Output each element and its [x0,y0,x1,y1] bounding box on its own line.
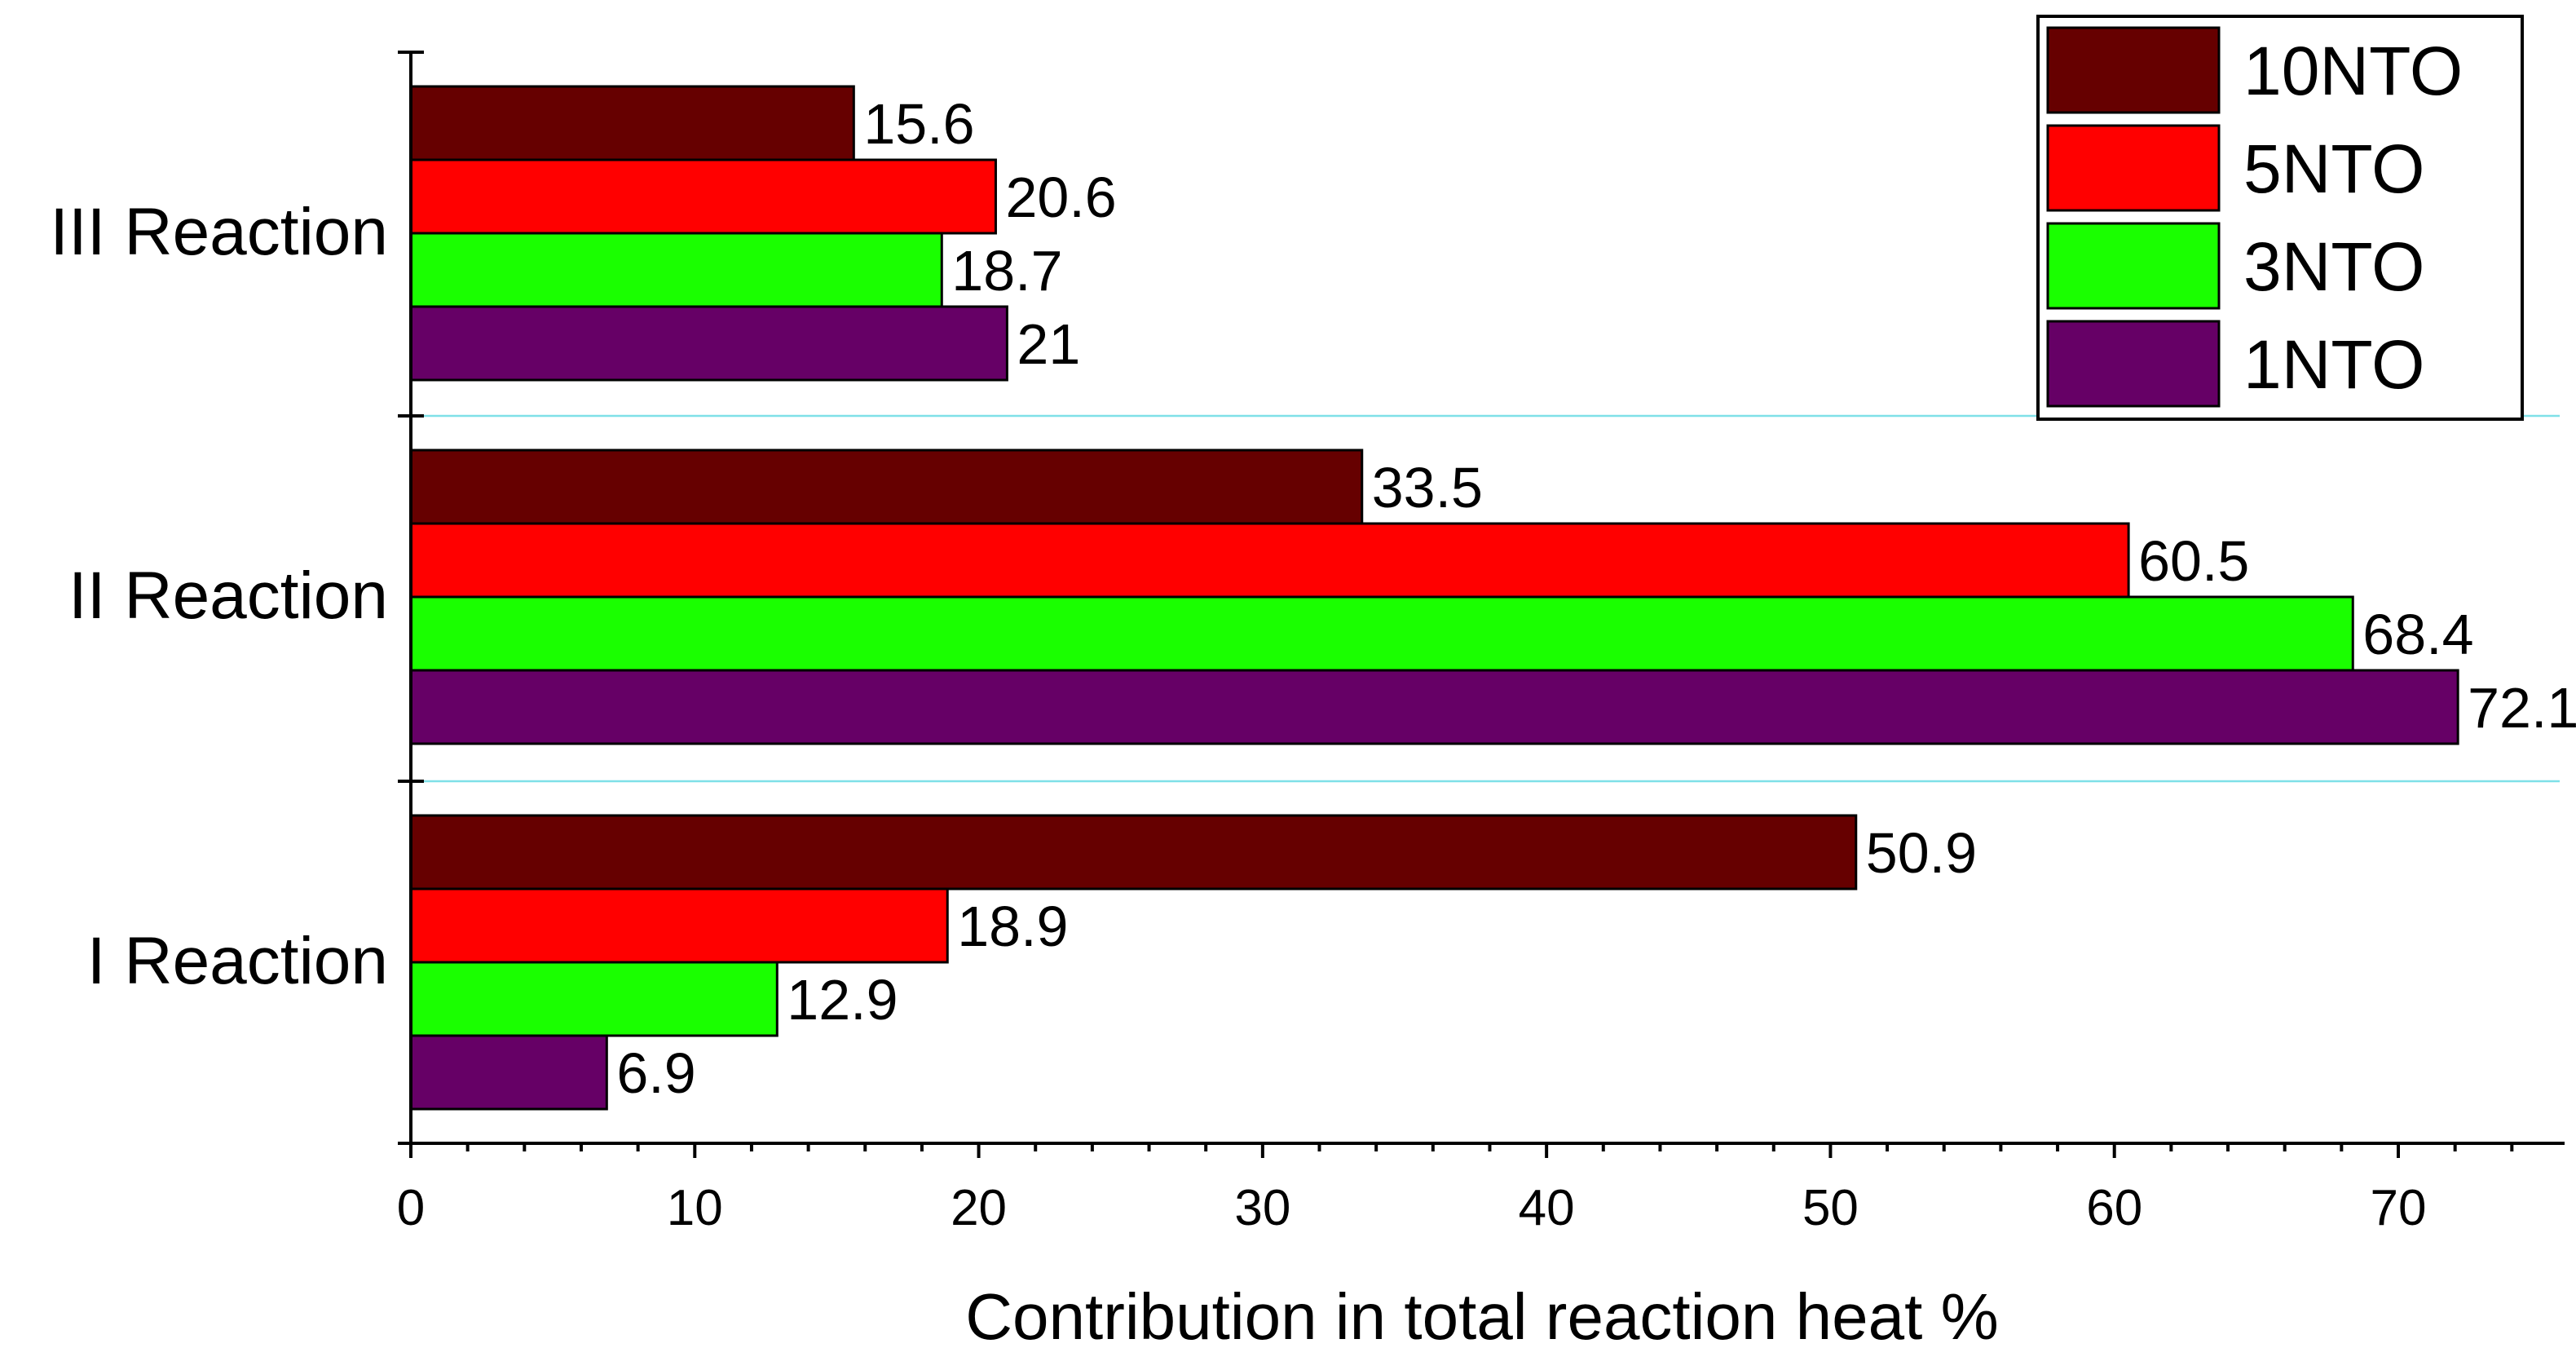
data-label: 72.1 [2468,676,2576,740]
y-ticks-group [398,51,424,1145]
x-axis-title: Contribution in total reaction heat % [965,1280,1998,1353]
bar-3NTO-II-Reaction [409,595,2354,672]
bar-1NTO-III-Reaction [409,305,1008,382]
bar-5NTO-II-Reaction [409,522,2130,599]
legend: 10NTO 5NTO 3NTO 1NTO [2036,15,2524,421]
x-tick-label: 40 [1519,1180,1575,1236]
data-label: 68.4 [2362,603,2473,666]
category-label: II Reaction [68,559,388,633]
legend-label: 1NTO [2243,326,2425,403]
data-label: 6.9 [616,1041,695,1105]
x-tick-label: 20 [951,1180,1007,1236]
bar-1NTO-II-Reaction [409,669,2459,745]
x-tick-label: 10 [667,1180,723,1236]
legend-label: 3NTO [2243,228,2425,305]
data-label: 18.7 [951,239,1062,303]
bars-group [409,85,2459,1111]
data-labels-group: 50.9 18.9 12.9 6.9 33.5 60.5 68.4 72.1 15.6 20.6 1… [616,92,2576,1105]
x-ticks-group: 0 10 20 30 40 50 60 70 [397,1143,2514,1236]
data-label: 50.9 [1866,821,1977,885]
data-label: 18.9 [957,895,1068,958]
legend-swatch-10NTO [2046,26,2221,114]
x-tick-label: 60 [2086,1180,2142,1236]
bar-10NTO-I-Reaction [409,814,1858,890]
axes-group [409,52,2565,1145]
bar-3NTO-I-Reaction [409,961,779,1037]
bar-3NTO-III-Reaction [409,232,943,308]
legend-swatch-1NTO [2046,320,2221,408]
category-labels-group: I Reaction II Reaction III Reaction [50,195,388,998]
legend-swatch-3NTO [2046,222,2221,310]
data-label: 60.5 [2138,529,2249,593]
data-label: 33.5 [1372,456,1483,519]
legend-label: 10NTO [2243,33,2463,109]
bar-5NTO-III-Reaction [409,158,997,235]
legend-swatch-5NTO [2046,124,2221,212]
data-label: 15.6 [863,92,974,156]
x-tick-label: 30 [1234,1180,1290,1236]
bar-1NTO-I-Reaction [409,1034,608,1111]
x-tick-label: 70 [2371,1180,2427,1236]
x-tick-label: 50 [1802,1180,1859,1236]
bar-10NTO-II-Reaction [409,449,1364,525]
bar-10NTO-III-Reaction [409,85,855,161]
category-label: III Reaction [50,195,388,269]
data-label: 20.6 [1005,166,1116,229]
category-label: I Reaction [87,924,388,998]
data-label: 21 [1017,312,1080,376]
data-label: 12.9 [787,968,898,1032]
legend-label: 5NTO [2243,130,2425,207]
x-tick-label: 0 [397,1180,425,1236]
bar-5NTO-I-Reaction [409,887,949,964]
